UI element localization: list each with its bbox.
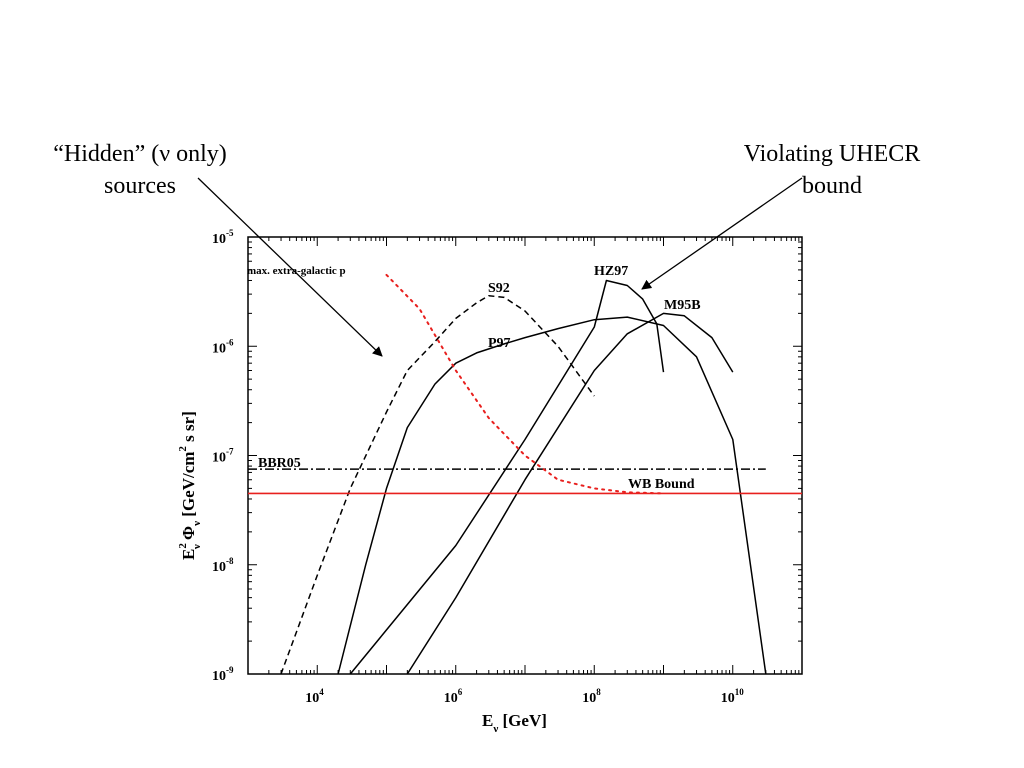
- plot-frame: [247, 236, 803, 675]
- y-tick-label: 10-7: [212, 447, 234, 466]
- series-p97: [337, 316, 767, 675]
- hidden-sources-line1: “Hidden” (ν only): [53, 141, 227, 167]
- y-axis-title: E2 ν Φν [GeV/cm2 s sr]: [177, 411, 203, 560]
- label-wb-bound: WB Bound: [628, 477, 695, 492]
- hidden-sources-arrow: [197, 177, 383, 357]
- violating-bound-line1: Violating UHECR: [743, 141, 921, 167]
- x-tick-label: 104: [305, 687, 324, 706]
- x-tick-label: 1010: [721, 687, 745, 706]
- label-s92: S92: [488, 281, 510, 296]
- y-tick-label: 10-8: [212, 556, 234, 575]
- series-hz97: [349, 279, 665, 675]
- violating-bound-arrow: [641, 177, 803, 290]
- x-axis-title-nu: ν: [492, 723, 498, 735]
- series-s92: [280, 294, 595, 675]
- y-tick-label: 10-6: [212, 337, 234, 356]
- label-hz97: HZ97: [594, 264, 628, 279]
- series-max-extra-galactic-p: [385, 273, 665, 495]
- violating-bound-line2: bound: [802, 173, 862, 199]
- violating-bound-annotation: Violating UHECR bound: [722, 138, 942, 202]
- hidden-sources-annotation: “Hidden” (ν only) sources: [20, 138, 260, 202]
- x-tick-label: 108: [582, 687, 601, 706]
- x-axis-title: Eν [GeV]: [482, 711, 547, 735]
- label-p97: P97: [488, 336, 511, 351]
- label-bbr05: BBR05: [258, 456, 301, 471]
- y-tick-label: 10-5: [212, 228, 234, 247]
- x-axis-title-E: E: [482, 711, 493, 730]
- x-axis-title-unit: [GeV]: [498, 711, 547, 730]
- hidden-sources-line2: sources: [104, 173, 176, 199]
- x-tick-label: 106: [444, 687, 463, 706]
- series-m95b: [406, 312, 734, 675]
- y-tick-label: 10-9: [212, 665, 234, 684]
- label-m95b: M95B: [664, 298, 701, 313]
- label-max-extra-galactic-p: max. extra-galactic p: [247, 265, 346, 277]
